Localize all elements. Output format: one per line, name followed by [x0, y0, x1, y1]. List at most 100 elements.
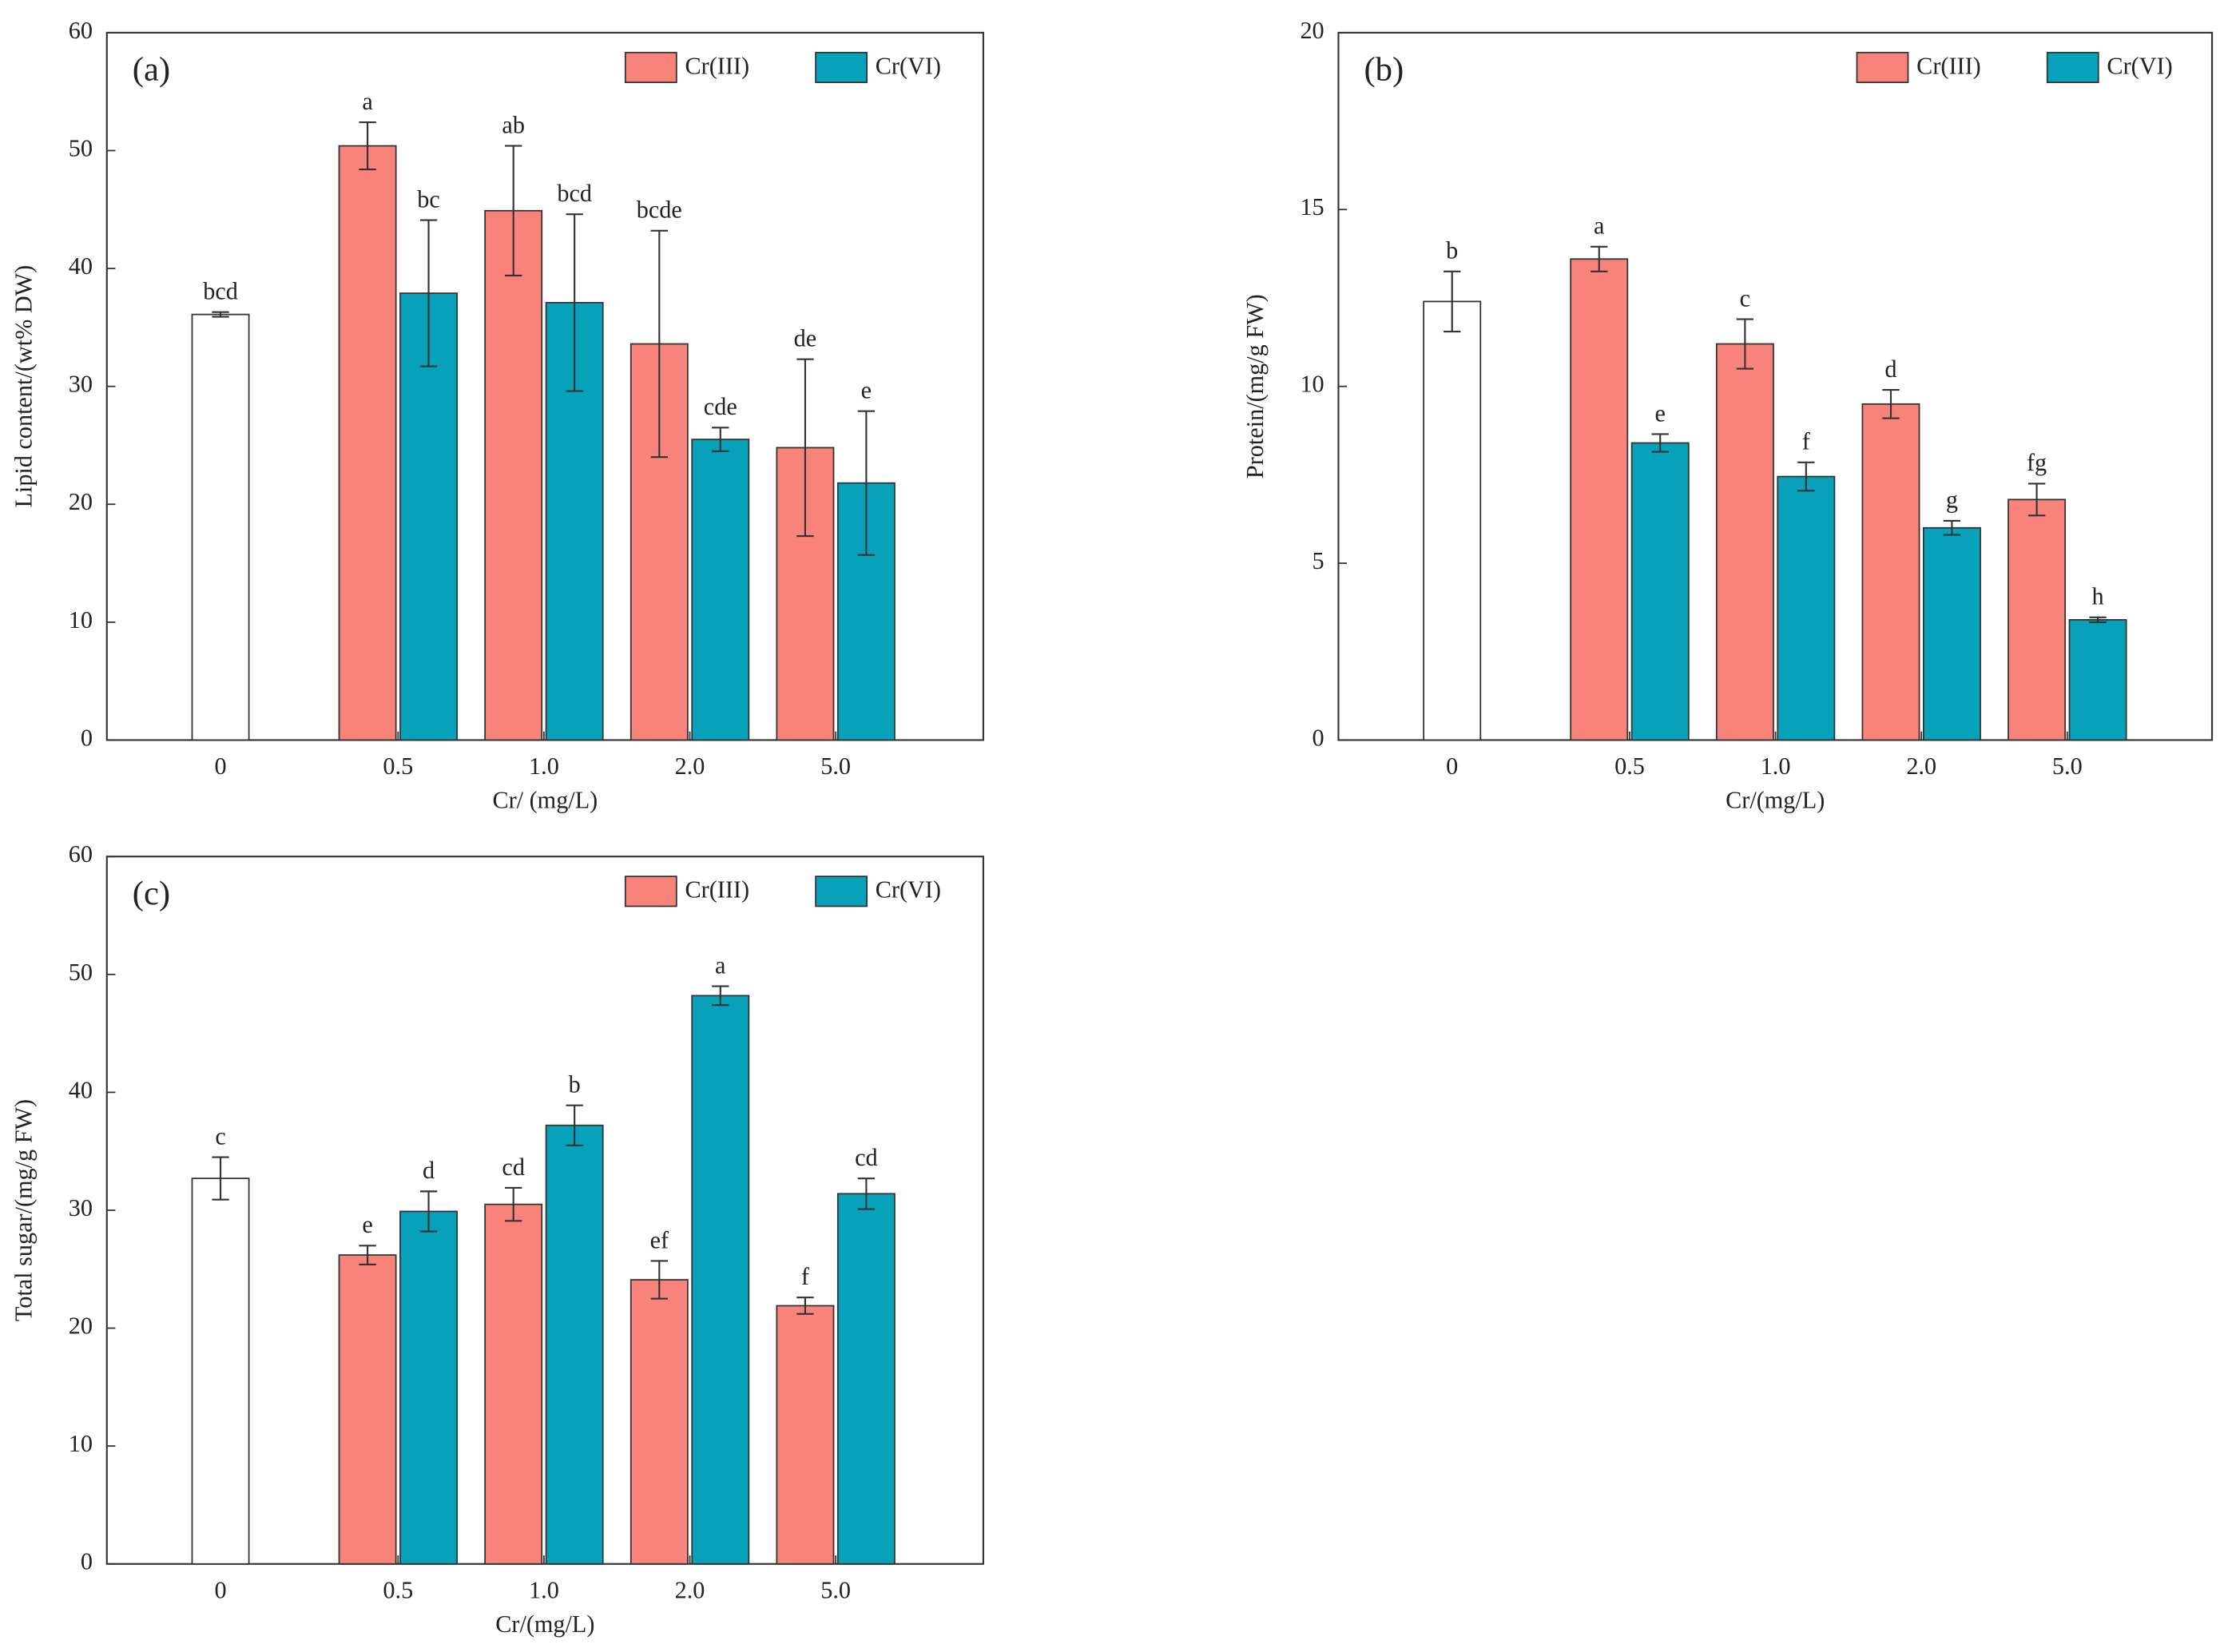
panel-label: (c)	[133, 875, 170, 912]
legend-label: Cr(VI)	[876, 52, 941, 79]
x-tick-label: 2.0	[1906, 753, 1936, 780]
error-bar	[796, 358, 814, 538]
error-bar	[857, 1177, 876, 1210]
x-tick-label: 5.0	[820, 1576, 851, 1603]
legend-swatch	[815, 876, 868, 907]
y-axis-label: Lipid content/(wt% DW)	[10, 265, 37, 508]
x-tick-label: 5.0	[2052, 753, 2083, 780]
error-bar	[1651, 433, 1669, 453]
error-bar	[2027, 482, 2046, 517]
significance-letter: de	[794, 325, 817, 352]
bar	[691, 439, 750, 741]
bar	[629, 1279, 689, 1565]
bar	[776, 1305, 835, 1565]
significance-letter: b	[1446, 237, 1458, 264]
significance-letter: b	[569, 1070, 581, 1098]
significance-letter: e	[362, 1211, 372, 1238]
error-bar	[505, 145, 522, 276]
significance-letter: bcd	[557, 180, 592, 207]
significance-letter: fg	[2027, 449, 2047, 476]
error-bar	[1882, 389, 1900, 419]
error-bar	[566, 213, 583, 392]
bar	[2008, 498, 2067, 741]
x-tick-label: 0.5	[383, 1576, 413, 1603]
y-tick-label: 10	[69, 1430, 93, 1457]
error-bar	[2089, 616, 2107, 624]
error-bar	[712, 427, 729, 452]
significance-letter: e	[1654, 399, 1665, 427]
significance-letter: bc	[417, 185, 440, 212]
y-axis-label: Total sugar/(mg/g FW)	[10, 1099, 37, 1321]
bar	[1423, 300, 1482, 741]
legend-label: Cr(III)	[1916, 52, 1981, 79]
panel-label: (a)	[133, 50, 170, 88]
y-tick-label: 30	[69, 371, 93, 398]
bar	[191, 1177, 250, 1565]
legend-swatch	[2046, 51, 2099, 84]
significance-letter: d	[423, 1157, 435, 1184]
x-tick-label: 1.0	[529, 753, 559, 780]
x-tick-label: 5.0	[820, 753, 851, 780]
legend-label: Cr(VI)	[876, 876, 941, 903]
y-tick-label: 40	[69, 1076, 93, 1103]
x-tick-label: 0	[214, 1576, 226, 1603]
y-tick-label: 20	[69, 488, 93, 515]
x-tick-label: 1.0	[1761, 753, 1791, 780]
y-tick-label: 0	[81, 1548, 93, 1575]
significance-letter: f	[1802, 428, 1811, 455]
y-tick-label: 60	[69, 840, 93, 868]
y-tick-label: 30	[69, 1194, 93, 1221]
significance-letter: ef	[650, 1226, 669, 1253]
x-axis-label: Cr/(mg/L)	[495, 1610, 594, 1638]
error-bar	[1736, 318, 1754, 370]
bar	[484, 209, 543, 741]
x-tick-label: 0	[1446, 753, 1458, 780]
error-bar	[419, 1190, 438, 1233]
y-tick-label: 20	[1300, 17, 1324, 44]
significance-letter: bcde	[637, 197, 682, 224]
y-tick-label: 10	[69, 606, 93, 633]
significance-letter: f	[801, 1263, 810, 1290]
y-tick-label: 5	[1313, 547, 1324, 574]
error-bar	[419, 219, 438, 367]
error-bar	[796, 1297, 814, 1315]
legend-label: Cr(III)	[685, 52, 749, 79]
legend-label: Cr(VI)	[2107, 52, 2172, 79]
bar	[338, 1254, 397, 1565]
bar	[1861, 403, 1920, 741]
error-bar	[1797, 461, 1815, 492]
x-tick-label: 0.5	[1614, 753, 1645, 780]
x-tick-label: 1.0	[529, 1576, 559, 1603]
x-axis-label: Cr/(mg/L)	[1726, 787, 1825, 814]
bar	[338, 145, 397, 741]
x-tick-label: 0.5	[383, 753, 413, 780]
error-bar	[1943, 519, 1961, 536]
error-bar	[650, 1260, 668, 1300]
legend-swatch	[624, 51, 677, 84]
significance-letter: e	[861, 376, 872, 403]
bar	[1715, 343, 1774, 741]
bar	[191, 313, 250, 741]
x-tick-label: 2.0	[675, 1576, 705, 1603]
bar	[1922, 526, 1981, 741]
y-tick-label: 20	[69, 1312, 93, 1340]
y-tick-label: 0	[1313, 724, 1324, 751]
bar	[1777, 475, 1836, 741]
y-tick-label: 60	[69, 17, 93, 44]
error-bar	[1591, 245, 1608, 272]
significance-letter: bcd	[203, 278, 238, 305]
bar	[691, 995, 750, 1565]
significance-letter: cd	[502, 1154, 525, 1181]
error-bar	[212, 311, 229, 318]
error-bar	[212, 1156, 229, 1201]
y-tick-label: 40	[69, 252, 93, 280]
error-bar	[359, 1245, 376, 1265]
bar	[1570, 258, 1629, 741]
significance-letter: d	[1884, 355, 1896, 383]
y-tick-label: 50	[69, 959, 93, 986]
error-bar	[650, 229, 668, 459]
x-axis-label: Cr/ (mg/L)	[492, 787, 598, 814]
error-bar	[1444, 270, 1461, 333]
legend-swatch	[1856, 51, 1909, 84]
